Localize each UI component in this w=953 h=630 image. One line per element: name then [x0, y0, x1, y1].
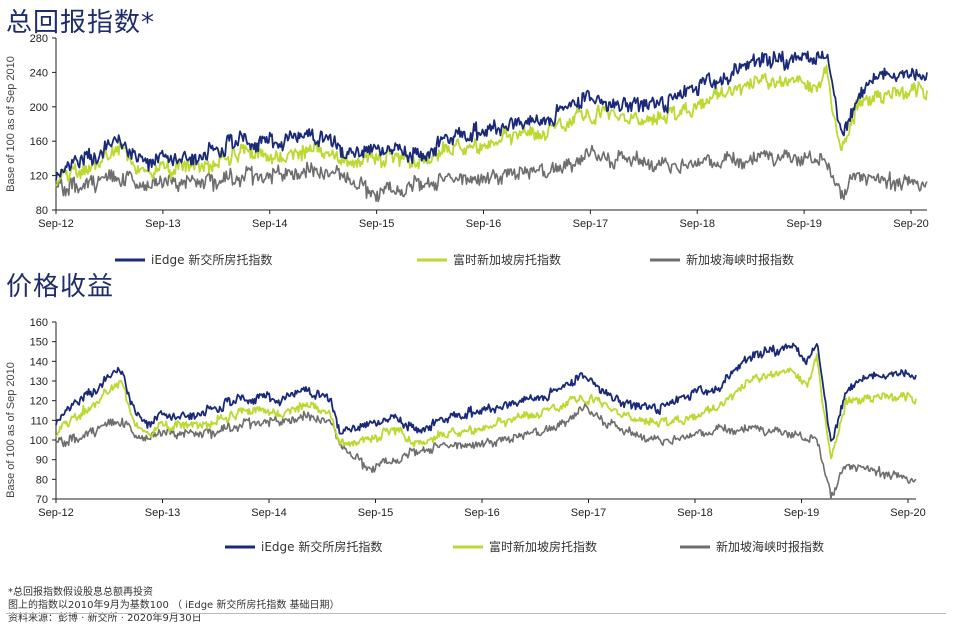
- divider: [6, 613, 946, 614]
- legend-label-ftse-reit: 富时新加坡房托指数: [489, 539, 597, 554]
- y-tick-label: 140: [30, 356, 48, 368]
- x-tick-label: Sep-16: [464, 507, 499, 519]
- x-tick-label: Sep-20: [893, 218, 928, 230]
- series-line-ftse-reit: [55, 353, 917, 460]
- series-line-iedge-reit: [55, 342, 917, 442]
- y-axis-label: Base of 100 as of Sep 2010: [5, 56, 17, 192]
- y-tick-label: 280: [30, 33, 48, 45]
- x-tick-label: Sep-16: [466, 218, 501, 230]
- y-tick-label: 150: [30, 337, 48, 349]
- y-tick-label: 160: [30, 317, 48, 329]
- y-tick-label: 130: [30, 376, 48, 388]
- footnote-total-return: *总回报指数假设股息总额再投资: [8, 587, 153, 598]
- y-tick-label: 200: [30, 102, 48, 114]
- y-tick-label: 160: [30, 136, 48, 148]
- x-tick-label: Sep-13: [145, 218, 180, 230]
- y-tick-label: 110: [30, 415, 48, 427]
- x-tick-label: Sep-12: [38, 507, 73, 519]
- legend-label-ftse-reit: 富时新加坡房托指数: [453, 252, 561, 267]
- x-tick-label: Sep-14: [252, 218, 287, 230]
- x-tick-label: Sep-18: [677, 507, 712, 519]
- series-line-iedge-reit: [55, 50, 928, 181]
- series-line-sti: [55, 402, 917, 500]
- total-return-chart: 80 120 160 200 240 280 Sep-12 Sep-13 Sep-14 Sep-1…: [5, 33, 929, 267]
- x-tick-label: Sep-15: [359, 218, 394, 230]
- series-line-ftse-reit: [55, 64, 928, 187]
- x-tick-label: Sep-12: [38, 218, 73, 230]
- footnote-source: 资料来源：彭博 · 新交所 · 2020年9月30日: [8, 613, 202, 624]
- footnote-base: 图上的指数以2010年9月为基数100 （ iEdge 新交所房托指数 基础日期…: [8, 600, 340, 611]
- legend-label-iedge-reit: iEdge 新交所房托指数: [261, 539, 382, 554]
- x-tick-label: Sep-17: [571, 507, 606, 519]
- y-tick-label: 80: [36, 205, 48, 217]
- series-line-sti: [55, 144, 928, 203]
- y-axis-label: Base of 100 as of Sep 2010: [5, 362, 17, 498]
- y-tick-label: 100: [30, 435, 48, 447]
- x-tick-label: Sep-18: [680, 218, 715, 230]
- legend-label-sti: 新加坡海峡时报指数: [716, 539, 824, 554]
- x-tick-label: Sep-19: [784, 507, 819, 519]
- y-tick-label: 120: [30, 171, 48, 183]
- footnotes: *总回报指数假设股息总额再投资 图上的指数以2010年9月为基数100 （ iE…: [8, 586, 340, 625]
- legend-label-iedge-reit: iEdge 新交所房托指数: [151, 252, 272, 267]
- x-tick-label: Sep-13: [145, 507, 180, 519]
- x-tick-label: Sep-20: [890, 507, 925, 519]
- price-return-chart: 70 80 90 100 110 120 130 140 150 160 Sep-12 Sep-13 S…: [5, 317, 926, 554]
- y-tick-label: 70: [36, 494, 48, 506]
- legend-label-sti: 新加坡海峡时报指数: [686, 252, 794, 267]
- y-tick-label: 240: [30, 67, 48, 79]
- x-tick-label: Sep-15: [358, 507, 393, 519]
- y-tick-label: 90: [36, 455, 48, 467]
- y-tick-label: 120: [30, 396, 48, 408]
- x-tick-label: Sep-17: [573, 218, 608, 230]
- x-tick-label: Sep-14: [251, 507, 286, 519]
- chart-title-price-return: 价格收益: [6, 272, 115, 302]
- y-tick-label: 80: [36, 474, 48, 486]
- chart-title-total-return: 总回报指数*: [6, 8, 156, 38]
- x-tick-label: Sep-19: [786, 218, 821, 230]
